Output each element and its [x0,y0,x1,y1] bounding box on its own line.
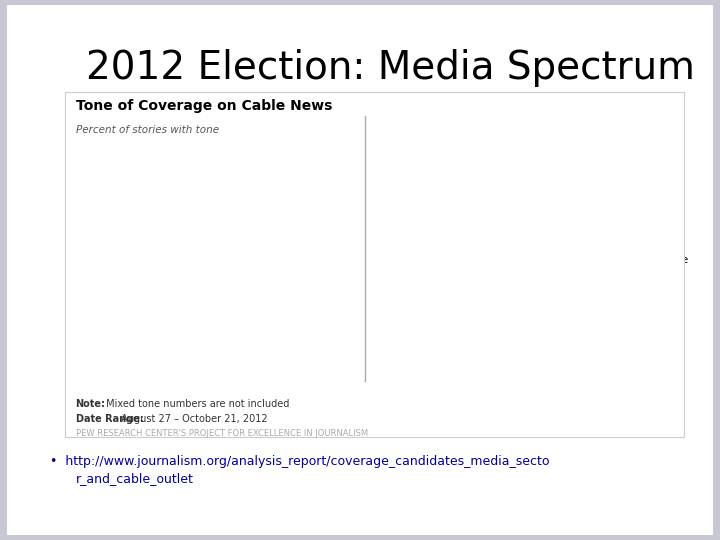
Text: PEW RESEARCH CENTER'S PROJECT FOR EXCELLENCE IN JOURNALISM: PEW RESEARCH CENTER'S PROJECT FOR EXCELL… [76,429,368,438]
Text: 3: 3 [564,369,572,382]
Text: Percent of stories with tone: Percent of stories with tone [76,125,219,136]
Text: Note:: Note: [76,399,106,409]
Text: 18: 18 [117,346,133,359]
Legend: Negative, Positive: Negative, Positive [608,250,693,290]
Bar [549,148,588,372]
Text: 2012 Election: Media Spectrum: 2012 Election: Media Spectrum [86,49,696,86]
Bar [186,362,232,381]
Text: 15: 15 [284,228,300,241]
Text: 39: 39 [284,313,300,326]
Bar [477,293,516,381]
Text: 71: 71 [560,253,576,266]
Bar [269,258,315,381]
Text: Tone of Coverage on Cable News: Tone of Coverage on Cable News [76,99,332,113]
Bar [549,372,588,381]
Text: Mixed tone numbers are not included: Mixed tone numbers are not included [103,399,289,409]
Title: Obama: Obama [184,110,234,124]
Bar [103,258,148,324]
Text: 21%: 21% [112,285,140,298]
Bar [186,218,232,362]
Text: 36%: 36% [411,283,439,296]
Bar [405,346,445,381]
Bar [405,233,445,346]
Text: •  http://www.journalism.org/analysis_report/coverage_candidates_media_secto: • http://www.journalism.org/analysis_rep… [50,455,550,468]
Text: 28: 28 [489,330,505,343]
Bar [103,324,148,381]
Text: Date Range:: Date Range: [76,414,143,424]
Text: 46: 46 [201,283,217,296]
Text: 11: 11 [417,357,433,370]
Text: 12: 12 [489,267,505,280]
Text: 6: 6 [204,365,212,378]
Title: Romney: Romney [469,110,525,124]
Text: r_and_cable_outlet: r_and_cable_outlet [76,472,194,485]
Text: August 27 – October 21, 2012: August 27 – October 21, 2012 [118,414,268,424]
Bar [477,255,516,293]
Bar [269,211,315,258]
